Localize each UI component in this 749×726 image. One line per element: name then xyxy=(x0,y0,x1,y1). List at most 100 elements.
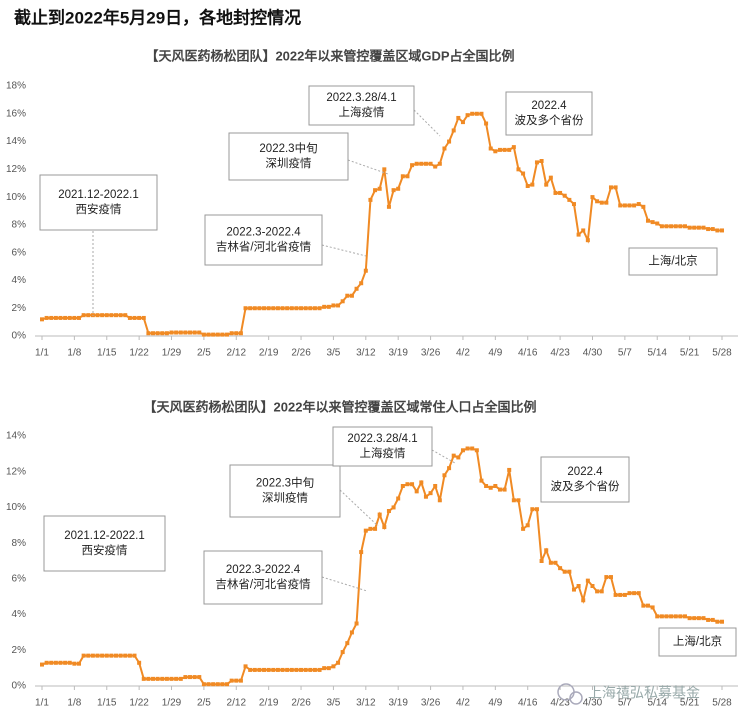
x-tick-label: 4/16 xyxy=(518,698,538,709)
data-line xyxy=(41,447,722,686)
data-point xyxy=(141,315,146,320)
data-point xyxy=(234,678,239,683)
x-tick-label: 1/1 xyxy=(35,348,49,359)
data-point xyxy=(345,293,350,298)
data-point xyxy=(599,589,604,594)
data-point xyxy=(174,676,179,681)
data-point xyxy=(234,331,239,336)
data-point xyxy=(507,147,512,152)
data-point xyxy=(414,161,419,166)
page-title: 截止到2022年5月29日，各地封控情况 xyxy=(14,7,301,27)
data-point xyxy=(442,473,447,478)
data-point xyxy=(386,204,391,209)
data-point xyxy=(238,331,243,336)
data-point xyxy=(470,446,475,451)
data-point xyxy=(618,203,623,208)
annotation-text: 2022.4 xyxy=(531,100,567,112)
data-point xyxy=(331,664,336,669)
data-point xyxy=(400,484,405,488)
x-tick-label: 5/28 xyxy=(712,698,732,709)
data-point xyxy=(77,315,82,320)
data-point xyxy=(266,306,271,311)
x-tick-label: 4/2 xyxy=(456,698,470,709)
data-point xyxy=(400,174,405,179)
data-point xyxy=(650,220,655,225)
annotation-text: 2022.3-2022.4 xyxy=(226,227,301,239)
data-point xyxy=(155,331,160,336)
data-point xyxy=(645,603,650,608)
data-point xyxy=(428,491,433,496)
annotation-box xyxy=(658,627,737,657)
data-point xyxy=(160,331,165,336)
data-point xyxy=(590,584,595,588)
data-point xyxy=(197,675,202,680)
data-point xyxy=(299,667,304,672)
data-point xyxy=(368,197,373,202)
data-point xyxy=(581,228,586,233)
data-point xyxy=(447,139,452,144)
data-point xyxy=(525,184,530,188)
data-point xyxy=(585,578,590,583)
data-point xyxy=(488,146,493,151)
data-point xyxy=(562,193,567,198)
x-tick-label: 3/19 xyxy=(388,348,408,359)
data-point xyxy=(146,676,151,681)
data-point xyxy=(548,560,553,565)
data-point xyxy=(275,306,280,311)
y-tick-label: 0% xyxy=(12,681,27,692)
x-tick-label: 2/19 xyxy=(259,348,279,359)
data-point xyxy=(215,332,220,337)
data-point xyxy=(359,550,364,555)
data-point xyxy=(544,548,549,553)
annotation-text: 上海疫情 xyxy=(339,105,385,119)
data-point xyxy=(534,160,539,165)
annotation-leader xyxy=(413,109,441,137)
data-point xyxy=(465,113,470,118)
data-point xyxy=(474,111,479,116)
annotation-text: 2021.12-2022.1 xyxy=(64,530,145,542)
data-point xyxy=(354,621,359,626)
y-tick-label: 4% xyxy=(12,609,27,620)
data-point xyxy=(613,592,618,597)
data-point xyxy=(414,489,419,494)
data-point xyxy=(645,218,650,223)
data-point xyxy=(44,315,49,320)
data-point xyxy=(608,575,613,580)
data-point xyxy=(720,228,724,233)
data-point xyxy=(317,667,322,672)
data-point xyxy=(622,203,627,208)
data-point xyxy=(484,121,489,126)
chart-title: 【天风医药杨松团队】2022年以来管控覆盖区域GDP占全国比例 xyxy=(145,48,514,63)
data-point xyxy=(146,331,151,336)
chart-title: 【天风医药杨松团队】2022年以来管控覆盖区域常住人口占全国比例 xyxy=(144,399,537,414)
data-point xyxy=(534,507,539,512)
data-point xyxy=(659,224,664,229)
data-point xyxy=(655,614,660,619)
x-tick-label: 5/14 xyxy=(648,348,668,359)
data-point xyxy=(58,315,63,320)
data-point xyxy=(123,313,128,318)
data-point xyxy=(322,304,327,309)
data-point xyxy=(636,591,641,596)
data-point xyxy=(539,559,544,563)
data-point xyxy=(493,484,498,488)
data-point xyxy=(562,569,567,574)
data-point xyxy=(622,592,627,597)
data-point xyxy=(405,482,410,487)
data-point xyxy=(197,330,202,335)
data-point xyxy=(118,653,123,658)
x-tick-label: 5/7 xyxy=(618,348,632,359)
annotation-text: 波及多个省份 xyxy=(551,479,620,493)
annotation-box xyxy=(229,464,341,518)
data-point xyxy=(206,682,211,687)
data-point xyxy=(229,678,234,683)
data-point xyxy=(271,667,276,672)
data-point xyxy=(507,467,512,472)
data-point xyxy=(423,161,428,166)
data-point xyxy=(104,653,109,658)
data-point xyxy=(710,617,715,622)
data-point xyxy=(396,186,401,191)
annotation-text: 上海/北京 xyxy=(673,634,722,648)
data-point xyxy=(363,528,368,533)
